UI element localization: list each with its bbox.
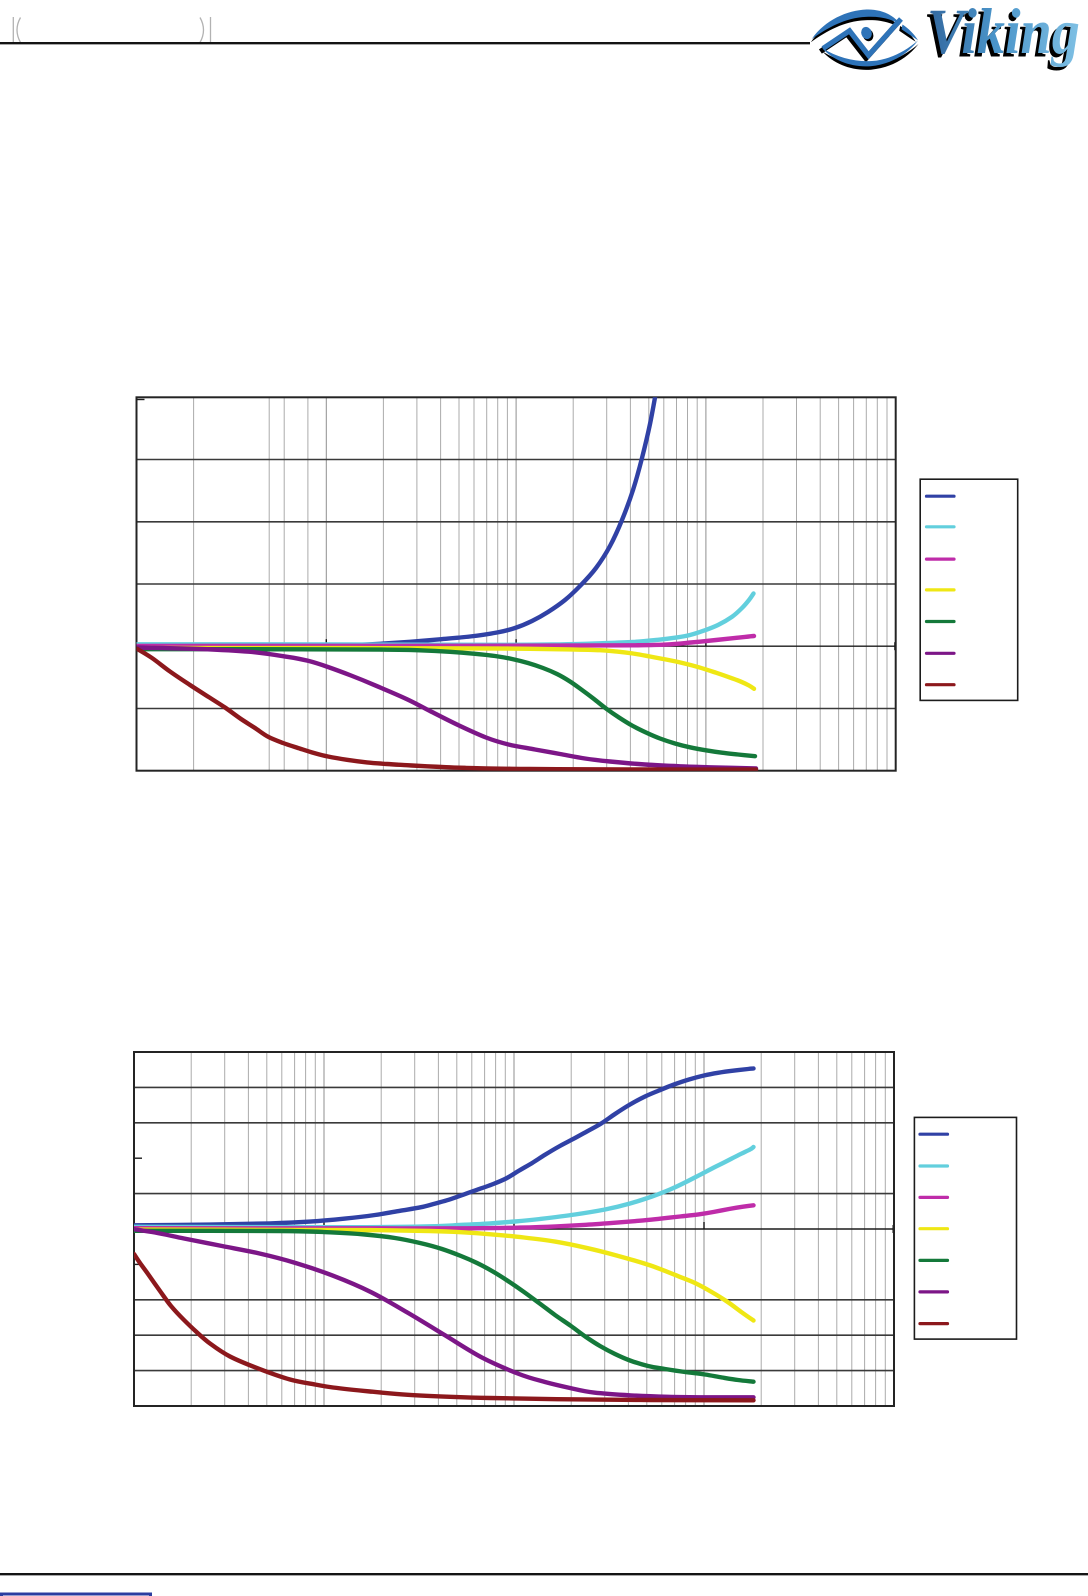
svg-text:Viking: Viking [924, 0, 1077, 71]
svg-text:Viking: Viking [927, 0, 1080, 68]
